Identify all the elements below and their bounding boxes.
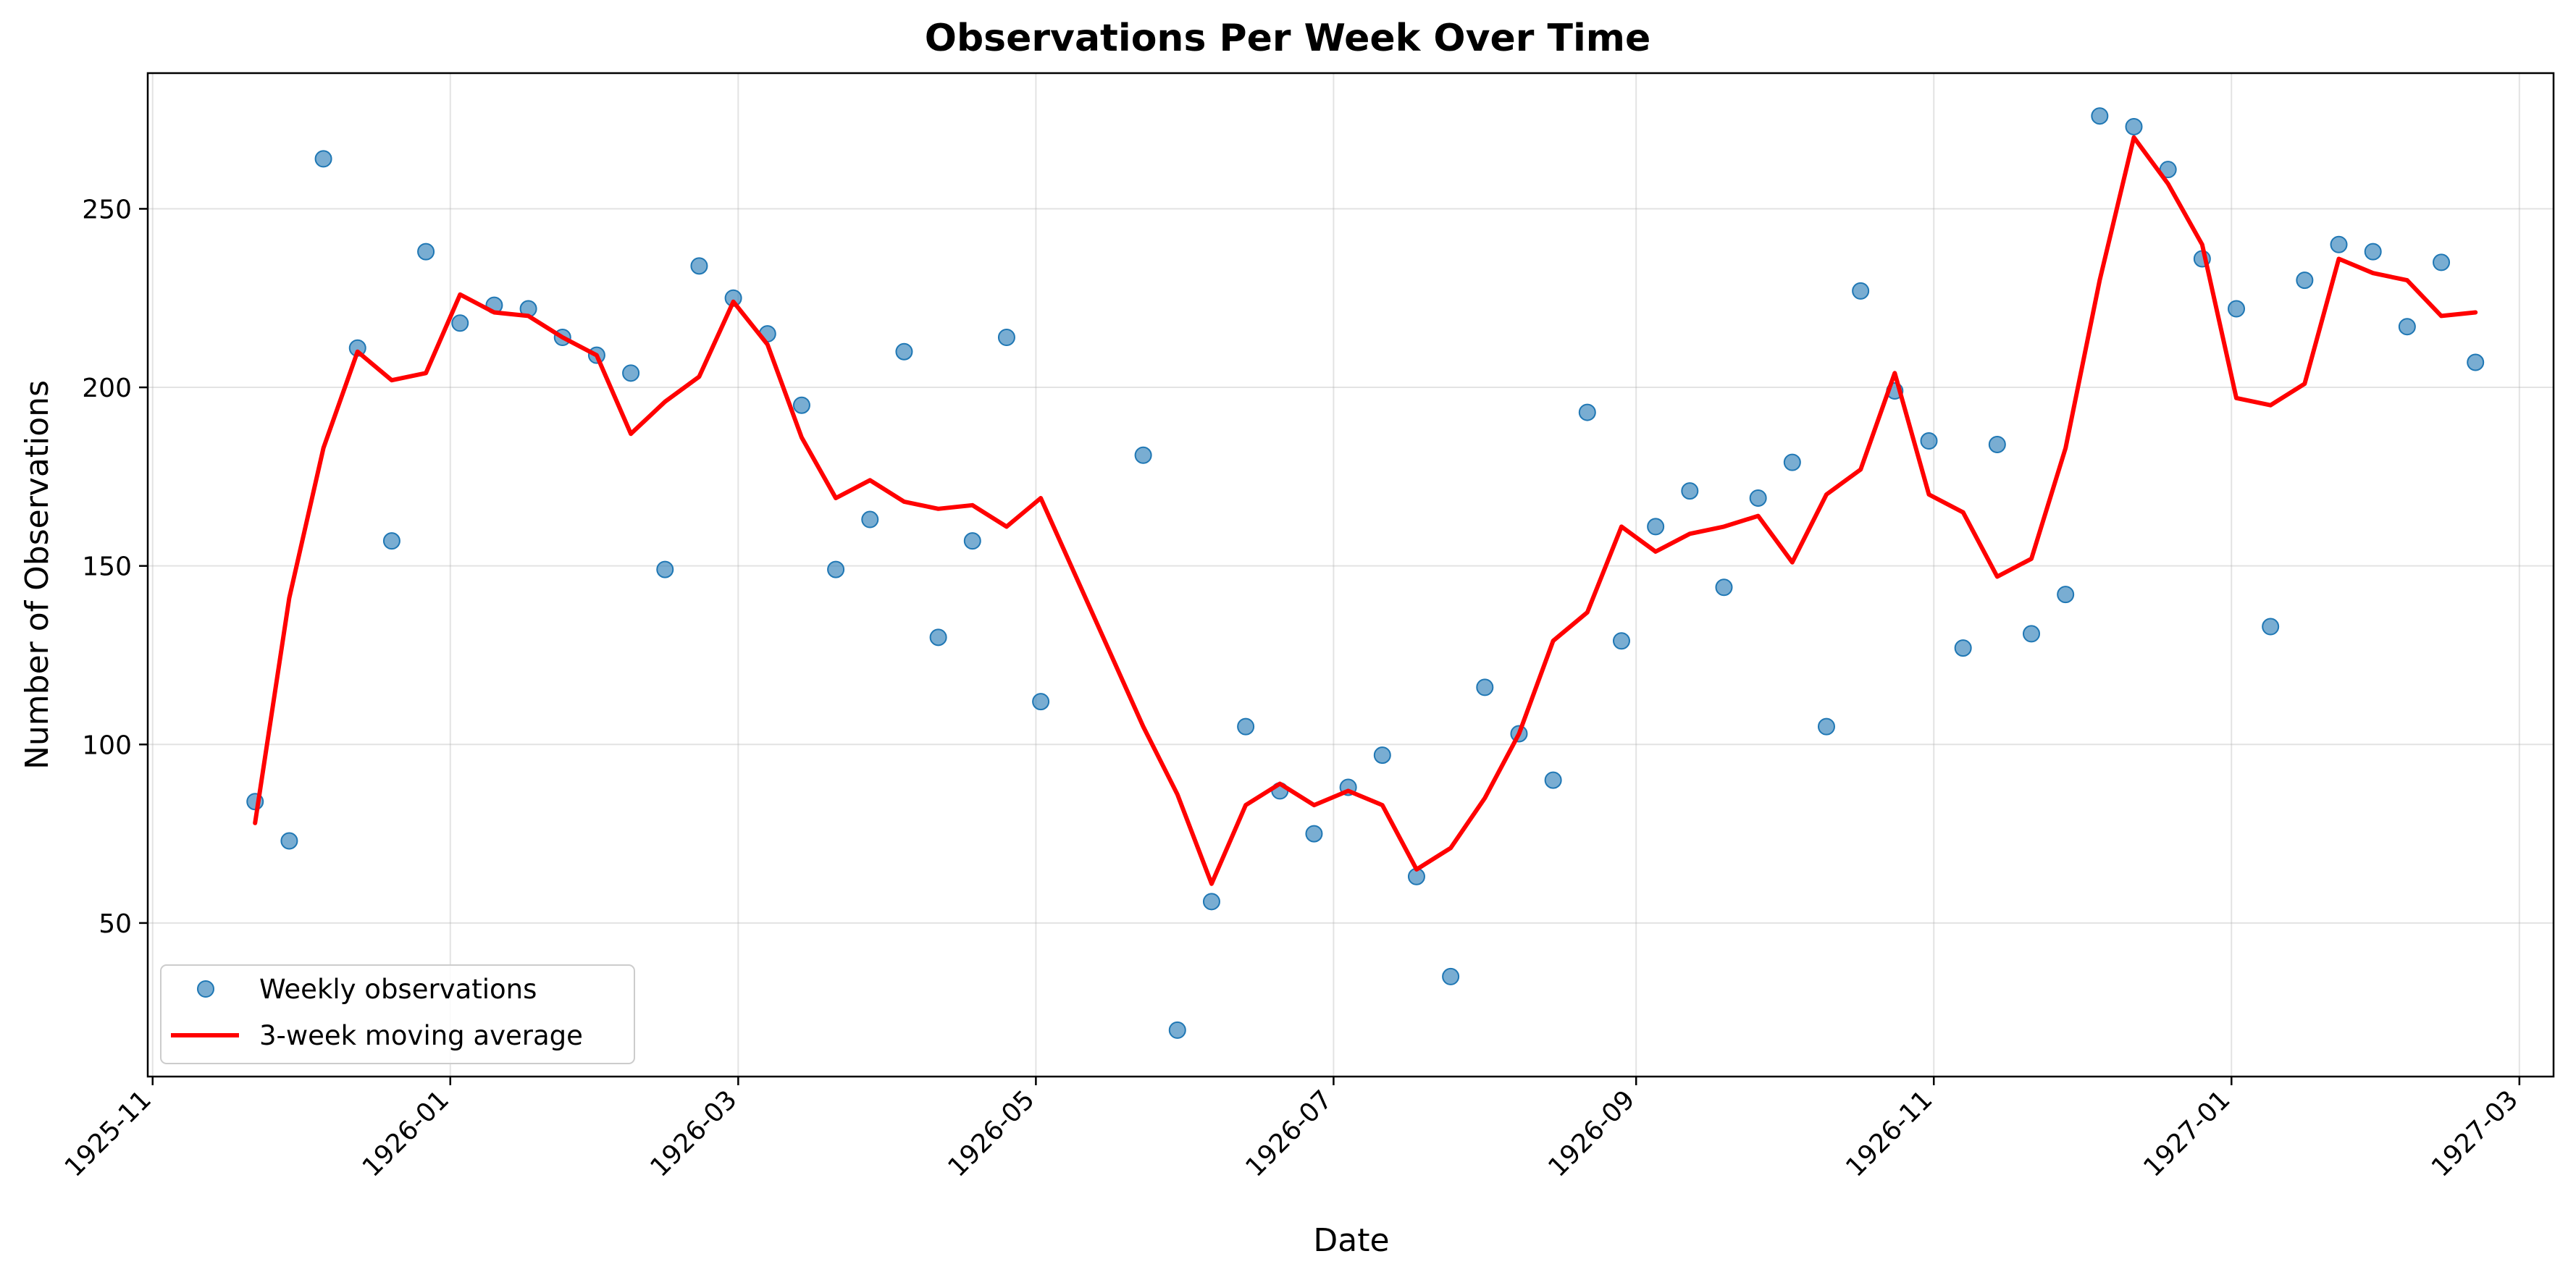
data-point [2433, 253, 2451, 271]
data-point [1954, 639, 1972, 657]
data-point [1852, 282, 1870, 300]
data-point [1237, 717, 1255, 736]
data-point [1134, 446, 1152, 464]
data-point [2330, 235, 2348, 253]
data-point [1202, 893, 1220, 911]
y-tick-label: 100 [82, 730, 132, 760]
legend-label-moving-average: 3-week moving average [259, 1020, 583, 1051]
y-tick-label: 150 [82, 552, 132, 582]
data-point [1817, 717, 1835, 736]
y-tick-label: 200 [82, 374, 132, 403]
data-point [382, 532, 400, 550]
data-point [1783, 453, 1801, 471]
data-point [827, 560, 845, 578]
data-point [1612, 632, 1630, 650]
data-point [1544, 771, 1562, 789]
legend: Weekly observations 3-week moving averag… [160, 964, 635, 1064]
legend-frame [160, 964, 635, 1064]
data-point [2022, 625, 2040, 643]
data-point [1920, 432, 1938, 450]
data-point [2398, 318, 2416, 336]
x-axis-label: Date [1313, 1222, 1389, 1259]
data-point [2364, 243, 2382, 261]
data-point [2296, 271, 2314, 290]
data-point [314, 150, 332, 168]
plot-frame [146, 72, 2555, 1078]
plot-background [148, 73, 2554, 1077]
y-gridlines [148, 208, 2554, 924]
data-point [2262, 618, 2280, 636]
data-point [895, 342, 913, 361]
data-point [690, 257, 708, 275]
data-point [1578, 403, 1596, 421]
data-point [1442, 967, 1460, 985]
data-point [1988, 435, 2006, 453]
data-point [1749, 489, 1767, 507]
data-point [2467, 353, 2485, 371]
data-point [622, 364, 640, 382]
data-point [1681, 482, 1699, 500]
chart-title: Observations Per Week Over Time [925, 17, 1650, 60]
x-gridlines [151, 73, 2520, 1077]
data-point [792, 396, 810, 414]
data-point [1373, 746, 1391, 765]
data-point [451, 314, 469, 332]
legend-label-weekly-observations: Weekly observations [259, 974, 537, 1005]
data-point [1647, 518, 1665, 536]
data-point [417, 243, 435, 261]
y-axis: 50 100 150 200 250 [82, 195, 148, 939]
data-point [963, 532, 981, 550]
data-point [280, 832, 298, 850]
data-point [1476, 678, 1494, 696]
data-point [656, 560, 674, 578]
data-point [1305, 825, 1323, 843]
y-tick-label: 250 [82, 195, 132, 224]
data-point [1715, 578, 1733, 597]
data-point [929, 628, 947, 647]
y-axis-label: Number of Observations [19, 380, 56, 770]
moving-average-line [253, 135, 2478, 886]
data-point [2228, 300, 2246, 318]
legend-marker-weekly-observations [197, 980, 214, 998]
data-point [861, 510, 879, 529]
y-tick-label: 50 [98, 909, 132, 939]
data-point [1168, 1021, 1186, 1039]
data-point [2125, 117, 2143, 135]
data-point [2091, 107, 2109, 125]
data-point [997, 328, 1015, 346]
data-point [2057, 586, 2075, 604]
data-point [1032, 693, 1050, 711]
